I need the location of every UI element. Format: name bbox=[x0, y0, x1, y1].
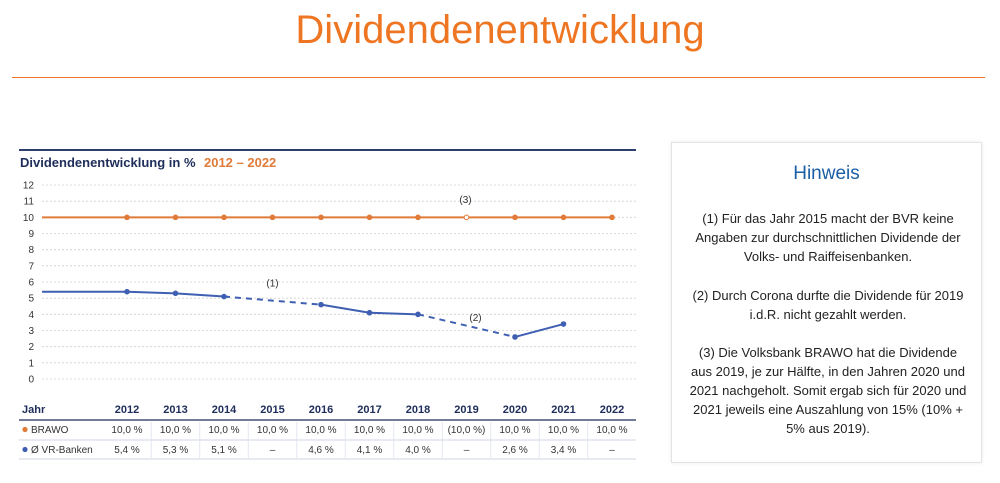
data-point bbox=[269, 214, 276, 221]
hint-note-3: (3) Die Volksbank BRAWO hat die Dividend… bbox=[689, 345, 967, 436]
y-tick-label: 10 bbox=[23, 213, 35, 224]
hint-note-1: (1) Für das Jahr 2015 macht der BVR kein… bbox=[695, 211, 961, 264]
data-point bbox=[318, 214, 324, 221]
data-point bbox=[318, 301, 324, 308]
data-point bbox=[560, 214, 567, 221]
x-tick-label: 2021 bbox=[551, 404, 575, 416]
hint-note-2: (2) Durch Corona durfte die Dividende fü… bbox=[692, 288, 964, 322]
x-tick-label: 2015 bbox=[260, 404, 284, 416]
dividend-chart: Dividendenentwicklung in % 2012 – 2022 0… bbox=[14, 145, 640, 463]
y-tick-label: 11 bbox=[24, 197, 35, 208]
data-point bbox=[463, 214, 470, 221]
table-cell-value: 10,0 % bbox=[548, 425, 579, 436]
table-cell-value: 5,3 % bbox=[163, 445, 189, 456]
data-point bbox=[415, 214, 421, 221]
x-tick-label: 2012 bbox=[115, 404, 139, 416]
table-cell-value: (10,0 %) bbox=[448, 425, 486, 436]
y-tick-label: 9 bbox=[28, 229, 34, 240]
y-tick-label: 7 bbox=[28, 261, 34, 272]
y-tick-label: 12 bbox=[23, 181, 35, 192]
chart-title-range: 2012 – 2022 bbox=[204, 155, 276, 170]
table-cell-value: – bbox=[270, 445, 276, 456]
table-cell-value: 3,4 % bbox=[551, 445, 577, 456]
chart-title: Dividendenentwicklung in % 2012 – 2022 bbox=[20, 154, 276, 171]
data-point bbox=[124, 288, 130, 295]
table-cell-value: 10,0 % bbox=[402, 425, 433, 436]
legend-label: BRAWO bbox=[31, 425, 69, 436]
table-cell-value: – bbox=[609, 445, 615, 456]
data-point bbox=[609, 214, 615, 221]
y-tick-label: 0 bbox=[28, 375, 34, 386]
legend-label: Ø VR-Banken bbox=[31, 445, 93, 456]
data-point bbox=[560, 321, 567, 327]
legend-marker bbox=[22, 426, 28, 433]
series-line-segment bbox=[126, 290, 176, 295]
data-point bbox=[124, 214, 130, 221]
table-cell-value: 4,6 % bbox=[308, 445, 334, 456]
x-tick-label: 2019 bbox=[454, 404, 478, 416]
data-point bbox=[221, 293, 227, 300]
series-line-gap-segment bbox=[417, 313, 516, 338]
x-tick-label: 2016 bbox=[309, 404, 333, 416]
table-cell-value: 4,1 % bbox=[357, 445, 383, 456]
chart-title-prefix: Dividendenentwicklung in % bbox=[20, 155, 196, 170]
data-point bbox=[512, 214, 518, 221]
annotation-label: (2) bbox=[469, 313, 481, 324]
data-point bbox=[172, 290, 179, 297]
legend-marker bbox=[22, 446, 28, 453]
table-cell-value: 5,4 % bbox=[114, 445, 140, 456]
data-table: Jahr 2012 2013 2014 2015 2016 2017 2018 2019 2020… bbox=[19, 404, 636, 460]
table-cell-value: 10,0 % bbox=[354, 425, 385, 436]
hint-title: Hinweis bbox=[793, 163, 860, 184]
data-point bbox=[366, 309, 373, 316]
hint-box: Hinweis (1) Für das Jahr 2015 macht der … bbox=[671, 142, 982, 463]
data-point bbox=[221, 214, 227, 221]
series-line-segment bbox=[514, 323, 564, 338]
series-line-segment bbox=[369, 311, 419, 316]
series-line-segment bbox=[320, 303, 370, 314]
x-tick-label: 2013 bbox=[163, 404, 187, 416]
x-tick-label: 2022 bbox=[600, 404, 624, 416]
series-layer: (1) (2) (3) bbox=[42, 195, 615, 340]
x-tick-label: 2014 bbox=[212, 404, 237, 416]
data-point bbox=[512, 334, 518, 340]
table-cell-value: 2,6 % bbox=[502, 445, 528, 456]
annotation-label: (1) bbox=[266, 278, 278, 289]
y-tick-label: 2 bbox=[28, 342, 34, 353]
series-line-gap-segment bbox=[223, 295, 322, 306]
y-tick-label: 1 bbox=[28, 358, 34, 369]
x-tick-label: 2018 bbox=[406, 404, 430, 416]
table-cell-value: 10,0 % bbox=[257, 425, 288, 436]
y-tick-label: 5 bbox=[28, 294, 34, 305]
data-point bbox=[366, 214, 373, 221]
chart-svg: Dividendenentwicklung in % 2012 – 2022 0… bbox=[19, 149, 636, 460]
page-title: Dividendenentwicklung bbox=[295, 8, 705, 52]
title-divider bbox=[12, 77, 985, 78]
x-tick-label: 2017 bbox=[357, 404, 381, 416]
table-cell-value: 10,0 % bbox=[596, 425, 627, 436]
y-tick-label: 6 bbox=[28, 278, 34, 289]
data-point bbox=[415, 311, 421, 318]
table-cell-value: 10,0 % bbox=[208, 425, 239, 436]
table-cell-value: 10,0 % bbox=[111, 425, 142, 436]
table-cell-value: 5,1 % bbox=[211, 445, 237, 456]
table-cell-value: 10,0 % bbox=[305, 425, 336, 436]
annotation-label: (3) bbox=[459, 195, 471, 206]
y-tick-label: 4 bbox=[28, 310, 34, 321]
table-cell-value: 10,0 % bbox=[160, 425, 191, 436]
table-cell-value: 4,0 % bbox=[405, 445, 431, 456]
table-cell-value: 10,0 % bbox=[499, 425, 530, 436]
data-point bbox=[172, 214, 179, 221]
y-tick-label: 3 bbox=[28, 326, 34, 337]
table-cell-value: – bbox=[464, 445, 470, 456]
y-tick-label: 8 bbox=[28, 245, 34, 256]
table-header-year-label: Jahr bbox=[22, 404, 46, 416]
x-tick-label: 2020 bbox=[503, 404, 527, 416]
series-line-segment bbox=[175, 292, 225, 298]
